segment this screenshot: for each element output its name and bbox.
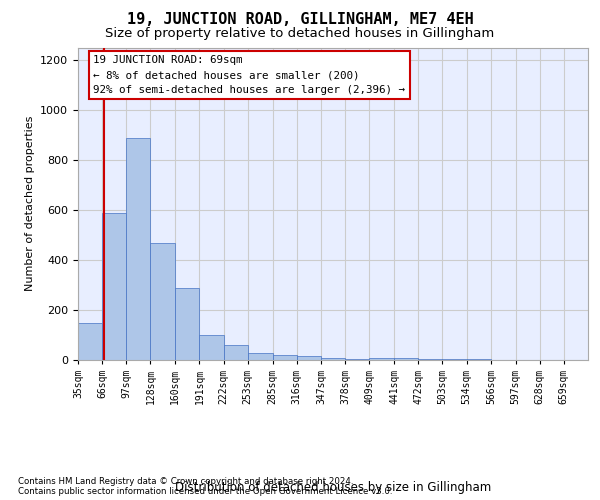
Text: 19 JUNCTION ROAD: 69sqm
← 8% of detached houses are smaller (200)
92% of semi-de: 19 JUNCTION ROAD: 69sqm ← 8% of detached… [94, 56, 406, 95]
Bar [297, 356, 321, 360]
Bar [467, 359, 491, 360]
X-axis label: Distribution of detached houses by size in Gillingham: Distribution of detached houses by size … [175, 480, 491, 494]
Text: Contains public sector information licensed under the Open Government Licence v3: Contains public sector information licen… [18, 488, 392, 496]
Bar [345, 359, 369, 360]
Bar [224, 345, 248, 360]
Text: Size of property relative to detached houses in Gillingham: Size of property relative to detached ho… [106, 28, 494, 40]
Bar [126, 138, 151, 360]
Bar [369, 358, 394, 360]
Bar [394, 358, 418, 360]
Bar [442, 359, 467, 360]
Bar [199, 335, 224, 360]
Bar [78, 322, 102, 360]
Bar [272, 355, 297, 360]
Text: 19, JUNCTION ROAD, GILLINGHAM, ME7 4EH: 19, JUNCTION ROAD, GILLINGHAM, ME7 4EH [127, 12, 473, 28]
Bar [175, 288, 199, 360]
Bar [418, 359, 442, 360]
Bar [151, 242, 175, 360]
Text: Contains HM Land Registry data © Crown copyright and database right 2024.: Contains HM Land Registry data © Crown c… [18, 478, 353, 486]
Bar [321, 358, 345, 360]
Y-axis label: Number of detached properties: Number of detached properties [25, 116, 35, 292]
Bar [102, 212, 126, 360]
Bar [248, 353, 272, 360]
